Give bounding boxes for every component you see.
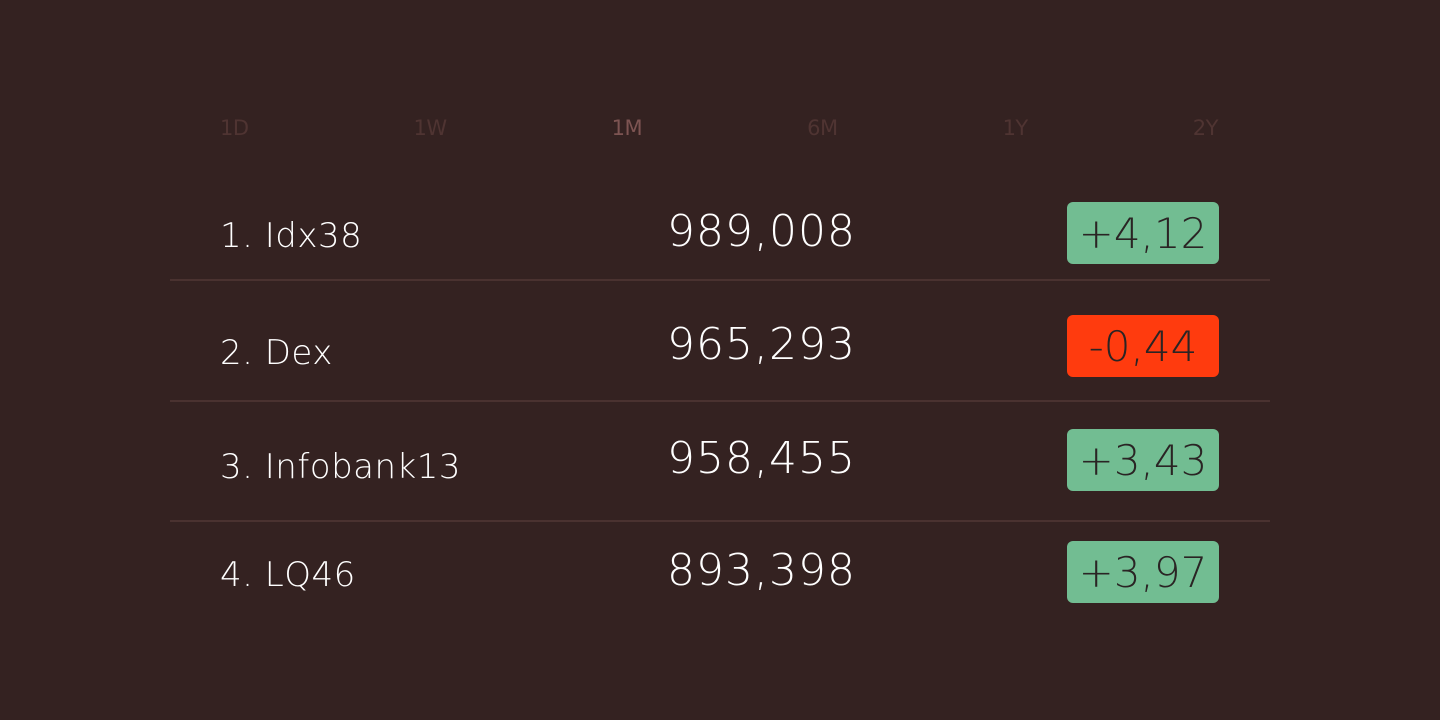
- divider: [170, 400, 1270, 402]
- index-name: 2. Dex: [220, 333, 333, 373]
- table-row[interactable]: 1. Idx38 989,008 +4,12: [170, 202, 1270, 264]
- table-row[interactable]: 2. Dex 965,293 -0,44: [170, 315, 1270, 377]
- divider: [170, 279, 1270, 281]
- timeframe-tabs: 1D 1W 1M 6M 1Y 2Y: [220, 116, 1218, 140]
- index-value: 893,398: [667, 545, 856, 596]
- divider: [170, 520, 1270, 522]
- index-name: 3. Infobank13: [220, 447, 462, 487]
- tab-1d[interactable]: 1D: [220, 116, 249, 140]
- index-name: 4. LQ46: [220, 555, 356, 595]
- change-badge: +4,12: [1067, 202, 1219, 264]
- table-row[interactable]: 4. LQ46 893,398 +3,97: [170, 541, 1270, 603]
- index-value: 965,293: [667, 319, 856, 370]
- tab-1y[interactable]: 1Y: [1002, 116, 1029, 140]
- change-badge: +3,97: [1067, 541, 1219, 603]
- tab-1m[interactable]: 1M: [611, 116, 643, 140]
- change-badge: -0,44: [1067, 315, 1219, 377]
- tab-2y[interactable]: 2Y: [1192, 116, 1219, 140]
- index-value: 989,008: [667, 206, 856, 257]
- tab-1w[interactable]: 1W: [413, 116, 448, 140]
- table-row[interactable]: 3. Infobank13 958,455 +3,43: [170, 429, 1270, 491]
- index-name: 1. Idx38: [220, 216, 363, 256]
- index-value: 958,455: [667, 433, 856, 484]
- tab-6m[interactable]: 6M: [807, 116, 838, 140]
- change-badge: +3,43: [1067, 429, 1219, 491]
